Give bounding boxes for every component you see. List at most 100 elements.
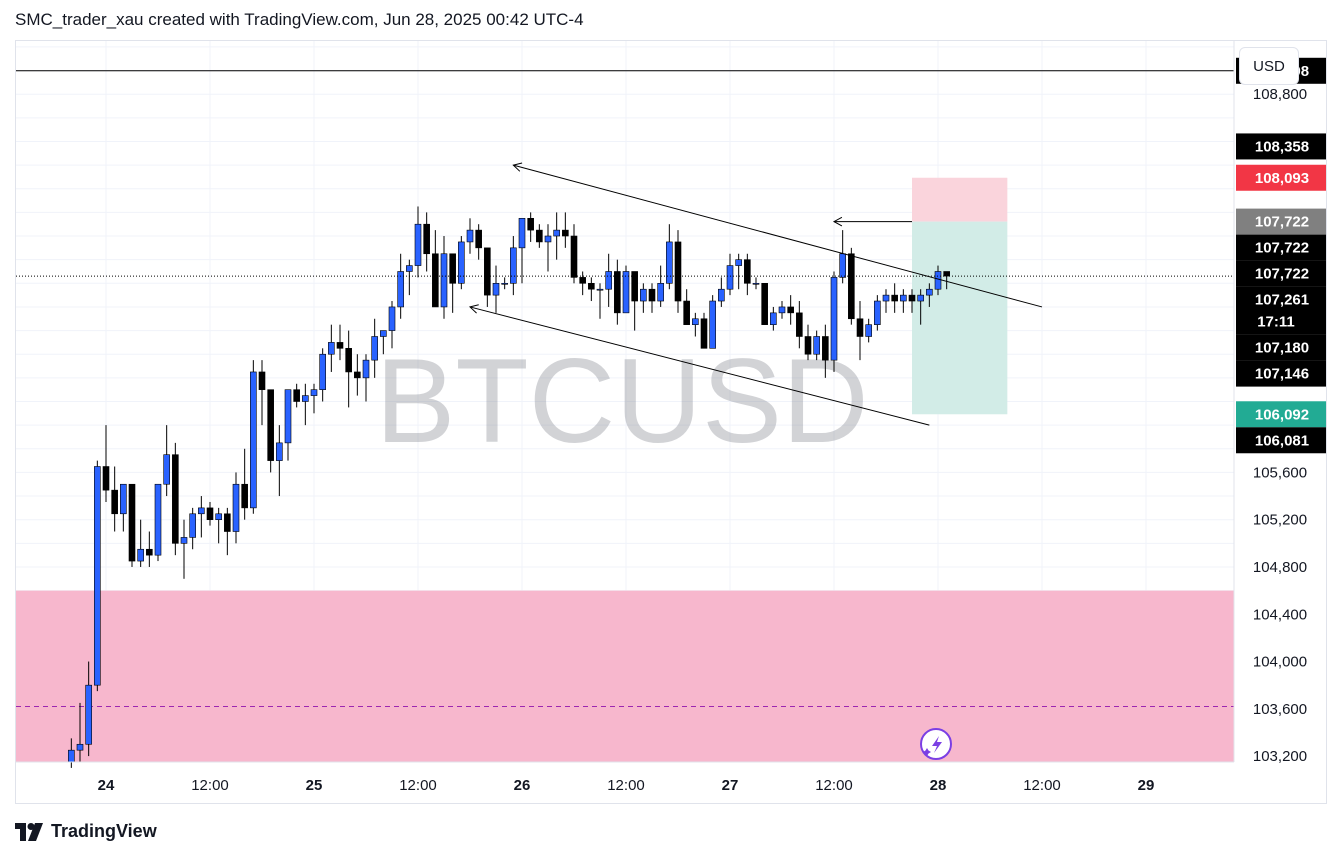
candle-body [501, 283, 508, 285]
channel-lower-line [469, 306, 930, 426]
candle-body [189, 513, 196, 538]
candle [622, 265, 630, 314]
candle-body [111, 489, 118, 515]
candle-body [614, 271, 621, 314]
candle [570, 224, 578, 284]
candle [761, 283, 768, 325]
tradingview-logo[interactable]: TradingView [15, 821, 157, 842]
candle [787, 295, 794, 325]
candle-body [414, 223, 422, 266]
price-axis-tick: 104,000 [1253, 654, 1307, 671]
candle [276, 425, 283, 497]
candle-body [874, 300, 881, 325]
price-badge-bg [1236, 164, 1326, 191]
candle [406, 259, 413, 296]
price-axis-tick: 108,800 [1253, 86, 1307, 103]
candle [484, 247, 491, 307]
candle [908, 289, 916, 313]
candle [536, 224, 543, 248]
candle-body [310, 389, 318, 396]
candle-body [666, 241, 673, 284]
candle [154, 483, 162, 562]
currency-selector-button[interactable]: USD [1239, 47, 1299, 85]
time-axis-tick: 12:00 [1023, 777, 1061, 794]
candle-body [770, 312, 777, 325]
price-axis-tick: 104,800 [1253, 559, 1307, 576]
price-badge: 107,722 [1236, 208, 1326, 235]
candle-body [796, 312, 803, 337]
candle [146, 531, 153, 567]
price-axis-tick: 103,200 [1253, 748, 1307, 765]
candle [345, 330, 352, 408]
lightning-icon-bolt [932, 736, 942, 753]
candle-body [510, 247, 517, 284]
price-badge-bg [1236, 260, 1326, 287]
candle-body [640, 288, 647, 302]
candle-body [804, 336, 812, 355]
price-badge: 108,093 [1236, 164, 1326, 191]
candle-body [102, 466, 110, 491]
candle [553, 212, 560, 260]
candle-body [250, 371, 257, 509]
candle [683, 289, 690, 325]
candle-body [544, 235, 552, 243]
price-badge: 106,081 [1236, 427, 1326, 454]
candle [414, 206, 422, 278]
candle-body [458, 241, 465, 284]
chart-frame[interactable] [15, 40, 1327, 804]
candle [709, 295, 716, 349]
candle-body [371, 336, 378, 361]
candle [458, 236, 465, 290]
candle-body [943, 271, 950, 277]
candle [657, 265, 664, 307]
price-badge-label: 107,722 [1255, 214, 1309, 231]
price-axis-tick: 105,600 [1253, 464, 1307, 481]
price-axis-tick: 103,600 [1253, 701, 1307, 718]
candle [328, 324, 335, 372]
candle [85, 661, 92, 757]
candle-body [354, 371, 361, 379]
candle-body [830, 277, 838, 361]
candle-body [154, 483, 162, 556]
candle [388, 301, 396, 349]
candle [770, 306, 777, 331]
candle-body [934, 271, 942, 290]
candle [128, 483, 136, 567]
price-badge-bg [1236, 234, 1326, 261]
candle-body [172, 454, 179, 544]
candle-countdown: 17:11 [1257, 314, 1295, 331]
time-axis-tick: 27 [722, 777, 739, 794]
candle-body [856, 318, 864, 337]
candle-body [596, 288, 604, 291]
candle-body [94, 466, 101, 686]
candle [423, 212, 430, 272]
stop-loss-zone [912, 177, 1008, 222]
price-badge-bg [1236, 334, 1326, 361]
candle [310, 383, 318, 414]
candle [882, 289, 890, 313]
candle-body [536, 229, 543, 243]
candle [674, 230, 682, 313]
candle-body [744, 259, 751, 284]
time-axis-tick: 26 [514, 777, 531, 794]
candle-body [700, 318, 708, 349]
candle-body [466, 229, 474, 243]
candle [605, 253, 612, 307]
candle [293, 383, 300, 408]
candle-body [726, 265, 734, 290]
candle [111, 466, 118, 532]
candle [501, 277, 508, 290]
candle [666, 224, 673, 290]
channel-upper-line [513, 164, 1043, 308]
entry-arrow-head [832, 216, 843, 227]
candle [856, 301, 864, 361]
candle [362, 354, 370, 402]
price-badge: 107,180 [1236, 334, 1326, 361]
candle-body [674, 241, 682, 302]
candle-body [761, 283, 768, 325]
candle [475, 224, 482, 260]
lightning-icon [920, 728, 952, 760]
time-axis-tick: 12:00 [399, 777, 437, 794]
candle [926, 283, 933, 307]
